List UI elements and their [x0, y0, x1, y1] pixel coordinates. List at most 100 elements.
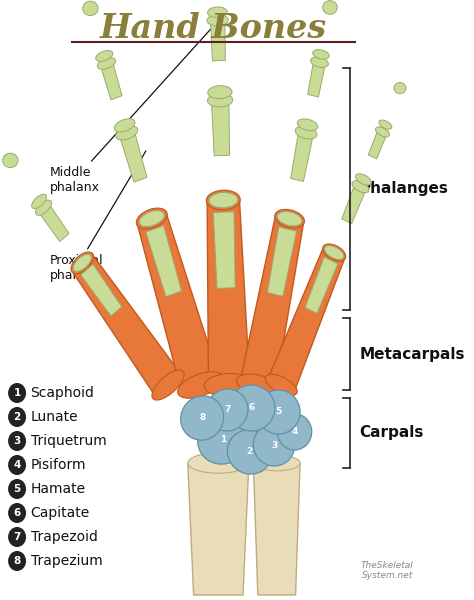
- Circle shape: [8, 527, 26, 547]
- Ellipse shape: [139, 211, 164, 227]
- Polygon shape: [213, 212, 235, 289]
- Ellipse shape: [73, 254, 91, 272]
- Ellipse shape: [178, 372, 223, 398]
- Polygon shape: [188, 463, 249, 595]
- Ellipse shape: [375, 127, 390, 137]
- Text: 7: 7: [224, 406, 230, 415]
- Ellipse shape: [204, 373, 254, 397]
- Ellipse shape: [188, 453, 249, 473]
- Ellipse shape: [209, 193, 237, 208]
- Circle shape: [8, 455, 26, 475]
- Ellipse shape: [237, 374, 279, 396]
- Text: 8: 8: [199, 413, 205, 422]
- Text: Hamate: Hamate: [30, 482, 86, 496]
- Ellipse shape: [254, 424, 295, 466]
- Polygon shape: [81, 264, 122, 316]
- Ellipse shape: [228, 385, 275, 431]
- Ellipse shape: [96, 50, 113, 61]
- Ellipse shape: [83, 1, 98, 16]
- Ellipse shape: [137, 208, 167, 229]
- Polygon shape: [37, 202, 69, 241]
- Ellipse shape: [198, 416, 248, 464]
- Polygon shape: [73, 254, 181, 396]
- Text: 7: 7: [13, 532, 21, 542]
- Circle shape: [8, 407, 26, 427]
- Text: 1: 1: [219, 436, 226, 445]
- Text: 6: 6: [13, 508, 21, 518]
- Text: 4: 4: [13, 460, 21, 470]
- Polygon shape: [268, 247, 345, 392]
- Circle shape: [8, 479, 26, 499]
- Ellipse shape: [181, 396, 224, 440]
- Text: 1: 1: [13, 388, 21, 398]
- Polygon shape: [137, 214, 219, 392]
- Ellipse shape: [207, 389, 248, 431]
- Text: Proximal
phalanx: Proximal phalanx: [49, 151, 146, 282]
- Polygon shape: [291, 131, 313, 181]
- Ellipse shape: [152, 370, 184, 400]
- Ellipse shape: [295, 127, 317, 139]
- Ellipse shape: [36, 200, 52, 215]
- Polygon shape: [210, 19, 225, 61]
- Ellipse shape: [323, 1, 337, 14]
- Text: 3: 3: [271, 440, 277, 449]
- Text: Trapezium: Trapezium: [30, 554, 102, 568]
- Text: 5: 5: [275, 407, 282, 416]
- Text: 3: 3: [13, 436, 21, 446]
- Ellipse shape: [207, 14, 228, 26]
- Text: Pisiform: Pisiform: [30, 458, 86, 472]
- Polygon shape: [119, 130, 147, 182]
- Text: 4: 4: [292, 427, 298, 437]
- Text: Middle
phalanx: Middle phalanx: [49, 20, 219, 194]
- Ellipse shape: [208, 86, 232, 98]
- Ellipse shape: [208, 94, 233, 107]
- Text: 2: 2: [246, 448, 253, 457]
- Text: Capitate: Capitate: [30, 506, 90, 520]
- Polygon shape: [254, 463, 300, 595]
- Ellipse shape: [265, 374, 297, 395]
- Polygon shape: [342, 182, 367, 224]
- Polygon shape: [146, 226, 182, 297]
- Text: Phalanges: Phalanges: [359, 181, 448, 196]
- Ellipse shape: [356, 174, 372, 185]
- Text: Trapezoid: Trapezoid: [30, 530, 98, 544]
- Text: Carpals: Carpals: [359, 425, 424, 440]
- Circle shape: [8, 551, 26, 571]
- Circle shape: [8, 431, 26, 451]
- Ellipse shape: [3, 153, 18, 167]
- Ellipse shape: [277, 212, 302, 226]
- Ellipse shape: [275, 209, 304, 228]
- Polygon shape: [368, 127, 388, 159]
- Polygon shape: [207, 199, 250, 386]
- Text: Scaphoid: Scaphoid: [30, 386, 94, 400]
- Ellipse shape: [116, 126, 138, 140]
- Text: 8: 8: [13, 556, 21, 566]
- Text: 5: 5: [13, 484, 21, 494]
- Ellipse shape: [278, 414, 312, 450]
- Ellipse shape: [394, 82, 406, 94]
- Ellipse shape: [206, 190, 240, 210]
- Text: Triquetrum: Triquetrum: [30, 434, 106, 448]
- Ellipse shape: [325, 245, 344, 259]
- Ellipse shape: [310, 57, 328, 67]
- Ellipse shape: [254, 455, 300, 471]
- Ellipse shape: [379, 120, 392, 129]
- Ellipse shape: [114, 119, 135, 132]
- Ellipse shape: [208, 7, 227, 17]
- Circle shape: [8, 383, 26, 403]
- Ellipse shape: [32, 194, 46, 209]
- Ellipse shape: [97, 58, 116, 70]
- Text: Hand Bones: Hand Bones: [100, 11, 327, 44]
- Ellipse shape: [313, 50, 329, 59]
- Ellipse shape: [228, 430, 272, 474]
- Ellipse shape: [352, 181, 369, 193]
- Ellipse shape: [257, 390, 300, 434]
- Text: Lunate: Lunate: [30, 410, 78, 424]
- Polygon shape: [240, 215, 304, 389]
- Polygon shape: [267, 227, 296, 296]
- Text: 2: 2: [13, 412, 21, 422]
- Text: 6: 6: [248, 403, 255, 413]
- Polygon shape: [308, 59, 326, 97]
- Ellipse shape: [71, 252, 93, 274]
- Polygon shape: [100, 59, 122, 100]
